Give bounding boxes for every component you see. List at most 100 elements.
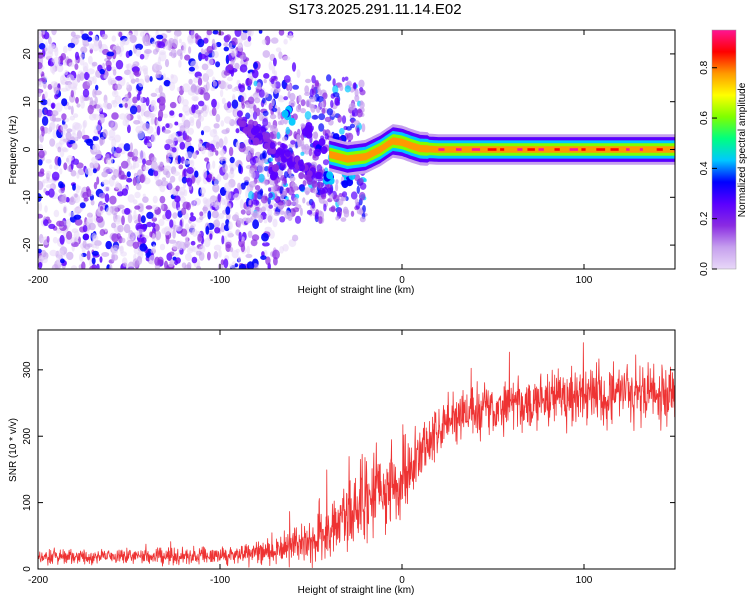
spectrogram-cell <box>118 31 123 38</box>
spectrogram-cell <box>55 102 63 113</box>
spectrogram-cell <box>96 263 100 269</box>
spectrogram-cell <box>158 96 166 106</box>
spectrogram-cell <box>38 261 43 269</box>
colorbar: 0.0 0.2 0.4 0.6 0.8 Normalized spectral ampl… <box>699 29 748 276</box>
spectrogram-cell <box>163 165 172 171</box>
spectrogram-cell <box>165 234 170 245</box>
spectrogram-cell <box>341 76 345 83</box>
colorbar-frame <box>711 29 737 270</box>
spectrogram-cell <box>173 159 178 165</box>
spectrogram-cell <box>233 193 241 201</box>
spectrogram-cell <box>361 123 366 133</box>
spectrogram-feature <box>318 138 326 147</box>
spectrogram-cell <box>146 211 154 219</box>
spectrogram-cell <box>126 124 131 134</box>
spectrogram-cell <box>135 125 144 134</box>
spectrogram-cell <box>207 251 211 261</box>
spectrogram-cell <box>74 51 80 61</box>
spectrogram-cell <box>55 142 63 150</box>
spectrogram-cell <box>258 173 265 183</box>
spectrogram-cell <box>174 121 179 126</box>
spectrogram-cell <box>319 101 325 108</box>
spectrogram-cell <box>70 105 74 116</box>
spectrogram-cell <box>203 37 209 44</box>
spectrogram-cell <box>215 150 219 156</box>
spectrogram-cell <box>311 114 319 120</box>
spectrogram-cell <box>252 210 260 219</box>
spectrogram-cell <box>267 215 273 223</box>
spectrogram-cell <box>121 237 126 244</box>
spectrogram-cell <box>306 170 313 178</box>
spectrogram-cell <box>70 170 77 177</box>
spectrogram-cell <box>142 122 151 131</box>
spectrogram-cell <box>121 215 125 226</box>
spectrogram-cell <box>246 261 255 269</box>
snr-y-tick-label: 100 <box>22 494 33 511</box>
spectrogram-carrier-peak <box>538 148 544 151</box>
spectrogram-cell <box>211 107 217 116</box>
spectrogram-cell <box>299 164 306 172</box>
spectrogram-cell <box>218 249 222 258</box>
spectrogram-cell <box>328 206 336 212</box>
spectrogram-cell <box>213 219 221 229</box>
spectrogram-cell <box>270 78 275 85</box>
spectrogram-cell <box>271 99 275 107</box>
spectrogram-cell <box>139 243 148 252</box>
spectrogram-cell <box>251 171 256 179</box>
spectrogram-cell <box>151 41 158 47</box>
spectrogram-cell <box>337 114 343 123</box>
spectrogram-cell <box>246 30 254 37</box>
spectrogram-cell <box>123 223 131 234</box>
spectrogram-cell <box>308 103 314 109</box>
spectrogram-cell <box>123 143 131 152</box>
spectrogram-cell <box>214 227 221 234</box>
spectrogram-cell <box>296 133 301 141</box>
spectrogram-cell <box>40 99 48 106</box>
spectrogram-cell <box>191 104 196 114</box>
spectrogram-cell <box>211 147 217 153</box>
spectrogram-cell <box>220 120 225 127</box>
spectrogram-cell <box>80 100 85 109</box>
spectrogram-cell <box>298 172 305 180</box>
spectrogram-cell <box>159 50 166 56</box>
spectrogram-cell <box>240 243 246 253</box>
spectrogram-cell <box>172 188 177 196</box>
snr-y-tick-label: 0 <box>22 566 33 572</box>
spectrogram-cell <box>142 35 146 44</box>
spectrogram-carrier-peak <box>569 148 578 151</box>
spectrogram-cell <box>223 42 229 47</box>
spectrogram-cell <box>84 243 91 250</box>
spectrogram-cell <box>151 156 157 163</box>
spectrogram-cell <box>205 198 214 208</box>
spectrogram-cell <box>158 109 164 120</box>
spectrogram-carrier-peak <box>500 148 505 151</box>
colorbar-tick-label: 0.4 <box>699 161 710 175</box>
spectrogram-cell <box>345 126 352 131</box>
spectrogram-cell <box>99 229 106 236</box>
spectrogram-cell <box>358 79 365 88</box>
spectrogram-cell <box>344 76 349 81</box>
spectrogram-cell <box>263 219 268 224</box>
spectrogram-cell <box>281 136 288 142</box>
spectrogram-cell <box>211 98 217 108</box>
spectrogram-cell <box>225 190 232 201</box>
spectrogram-cell <box>229 156 235 164</box>
spectrogram-cell <box>358 191 366 201</box>
spectrogram-cell <box>82 119 88 128</box>
spectrogram-cell <box>60 75 65 85</box>
spectrogram-cell <box>104 70 109 79</box>
spectrogram-cell <box>311 180 318 188</box>
spectrogram-cell <box>339 127 345 135</box>
spectrogram-cell <box>287 90 291 99</box>
spectrogram-cell <box>279 194 284 201</box>
spectrogram-cell <box>92 168 97 174</box>
spectrogram-cell <box>135 48 141 57</box>
spectrogram-cell <box>127 194 135 203</box>
spectrogram-cell <box>169 101 177 109</box>
spectrogram-cell <box>133 162 140 169</box>
spectrogram-cell <box>140 108 145 117</box>
spectrogram-cell <box>283 179 287 186</box>
spectrogram-cell <box>95 84 99 91</box>
spectrogram-cell <box>92 88 97 98</box>
spectrogram-cell <box>290 140 296 145</box>
